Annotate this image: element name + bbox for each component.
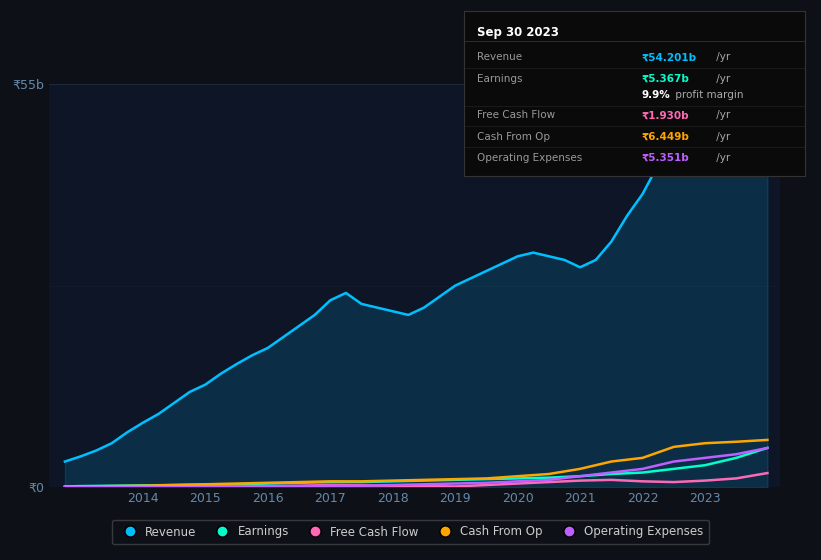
Text: Earnings: Earnings <box>478 74 523 84</box>
Text: /yr: /yr <box>713 153 730 163</box>
Text: ₹54.201b: ₹54.201b <box>641 53 696 63</box>
Text: Sep 30 2023: Sep 30 2023 <box>478 26 559 39</box>
Text: /yr: /yr <box>713 110 730 120</box>
Text: Cash From Op: Cash From Op <box>478 132 551 142</box>
Text: /yr: /yr <box>713 132 730 142</box>
Text: ₹5.351b: ₹5.351b <box>641 153 689 163</box>
Text: Operating Expenses: Operating Expenses <box>478 153 583 163</box>
Text: Revenue: Revenue <box>478 53 523 63</box>
Text: 9.9%: 9.9% <box>641 91 670 100</box>
Text: ₹1.930b: ₹1.930b <box>641 110 689 120</box>
Text: profit margin: profit margin <box>672 91 743 100</box>
Text: /yr: /yr <box>713 53 730 63</box>
Text: ₹6.449b: ₹6.449b <box>641 132 689 142</box>
Legend: Revenue, Earnings, Free Cash Flow, Cash From Op, Operating Expenses: Revenue, Earnings, Free Cash Flow, Cash … <box>112 520 709 544</box>
Text: ₹5.367b: ₹5.367b <box>641 74 689 84</box>
Text: /yr: /yr <box>713 74 730 84</box>
Text: Free Cash Flow: Free Cash Flow <box>478 110 556 120</box>
